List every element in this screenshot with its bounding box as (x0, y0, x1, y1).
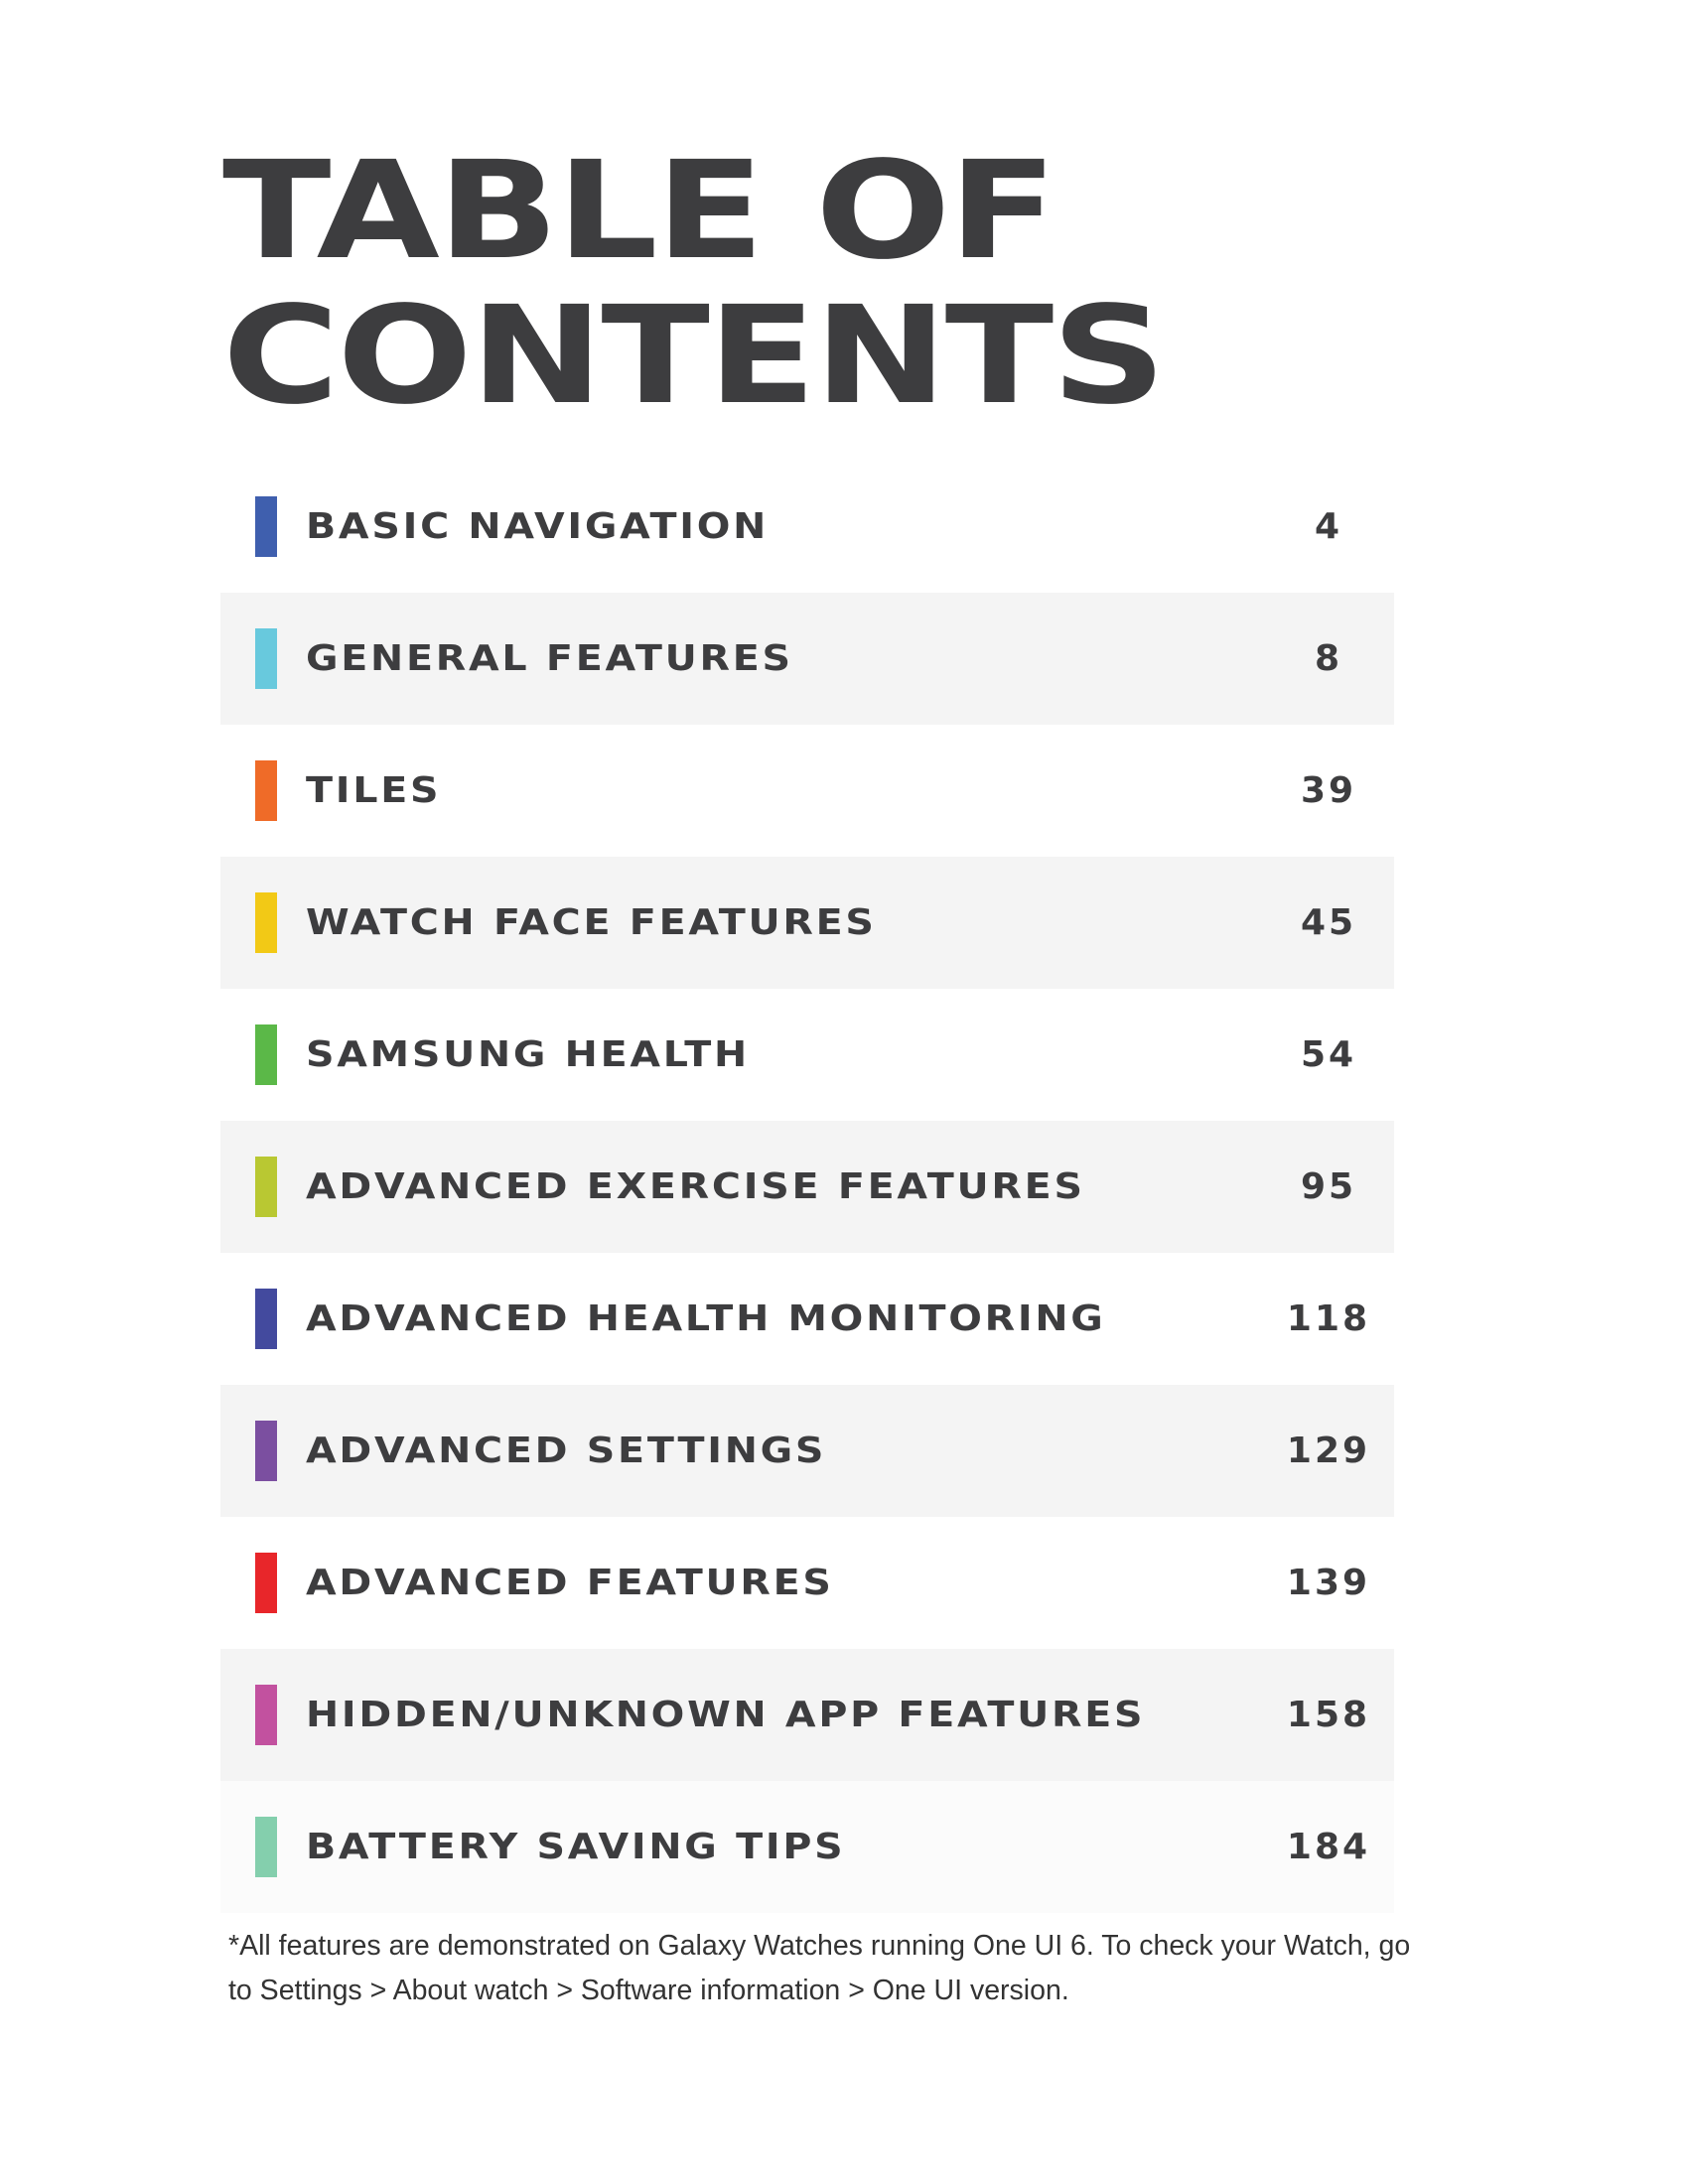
toc-entry-page: 8 (1314, 638, 1343, 679)
color-marker (255, 1817, 277, 1877)
toc-entry-page: 118 (1286, 1298, 1371, 1339)
toc-entry[interactable]: BATTERY SAVING TIPS 184 (220, 1781, 1394, 1913)
color-marker (255, 1421, 277, 1481)
toc-entry-page: 95 (1300, 1166, 1357, 1207)
toc-entry[interactable]: SAMSUNG HEALTH 54 (220, 989, 1394, 1121)
toc-entry-label: HIDDEN/UNKNOWN APP FEATURES (306, 1695, 1146, 1735)
toc-entry-label: ADVANCED EXERCISE FEATURES (306, 1166, 1085, 1207)
color-marker (255, 628, 277, 689)
color-marker (255, 1685, 277, 1745)
toc-entry-page: 139 (1286, 1563, 1371, 1603)
toc-entry[interactable]: ADVANCED SETTINGS 129 (220, 1385, 1394, 1517)
color-marker (255, 892, 277, 953)
toc-entry-label: TILES (306, 770, 442, 811)
toc-entry-label: BASIC NAVIGATION (306, 506, 770, 547)
toc-entry-label: WATCH FACE FEATURES (306, 902, 877, 943)
color-marker (255, 1157, 277, 1217)
toc-entry-page: 158 (1286, 1695, 1371, 1735)
color-marker (255, 1289, 277, 1349)
toc-entry[interactable]: GENERAL FEATURES 8 (220, 593, 1394, 725)
toc-entry[interactable]: BASIC NAVIGATION 4 (220, 461, 1394, 593)
toc-entry[interactable]: ADVANCED HEALTH MONITORING 118 (220, 1253, 1394, 1385)
color-marker (255, 1553, 277, 1613)
title-line-1: TABLE OF (222, 133, 1057, 290)
toc-entry-page: 129 (1286, 1431, 1371, 1471)
toc-entry-page: 4 (1314, 506, 1343, 547)
toc-entry-label: ADVANCED SETTINGS (306, 1431, 827, 1471)
toc-entry-label: ADVANCED FEATURES (306, 1563, 834, 1603)
page-title: TABLE OF CONTENTS (222, 133, 1166, 435)
color-marker (255, 496, 277, 557)
toc-entry[interactable]: TILES 39 (220, 725, 1394, 857)
footnote: *All features are demonstrated on Galaxy… (228, 1930, 1411, 2006)
toc-entry[interactable]: ADVANCED FEATURES 139 (220, 1517, 1394, 1649)
toc-list: BASIC NAVIGATION 4 GENERAL FEATURES 8 TILES 3… (220, 461, 1394, 1913)
title-line-2: CONTENTS (222, 278, 1166, 435)
toc-entry[interactable]: WATCH FACE FEATURES 45 (220, 857, 1394, 989)
toc-entry-page: 39 (1300, 770, 1357, 811)
color-marker (255, 760, 277, 821)
toc-entry[interactable]: ADVANCED EXERCISE FEATURES 95 (220, 1121, 1394, 1253)
toc-entry-label: BATTERY SAVING TIPS (306, 1827, 846, 1867)
toc-entry-label: SAMSUNG HEALTH (306, 1034, 750, 1075)
toc-entry-label: ADVANCED HEALTH MONITORING (306, 1298, 1106, 1339)
color-marker (255, 1024, 277, 1085)
toc-entry-page: 45 (1300, 902, 1357, 943)
toc-entry-page: 54 (1300, 1034, 1357, 1075)
toc-entry-page: 184 (1286, 1827, 1371, 1867)
toc-entry[interactable]: HIDDEN/UNKNOWN APP FEATURES 158 (220, 1649, 1394, 1781)
toc-entry-label: GENERAL FEATURES (306, 638, 793, 679)
